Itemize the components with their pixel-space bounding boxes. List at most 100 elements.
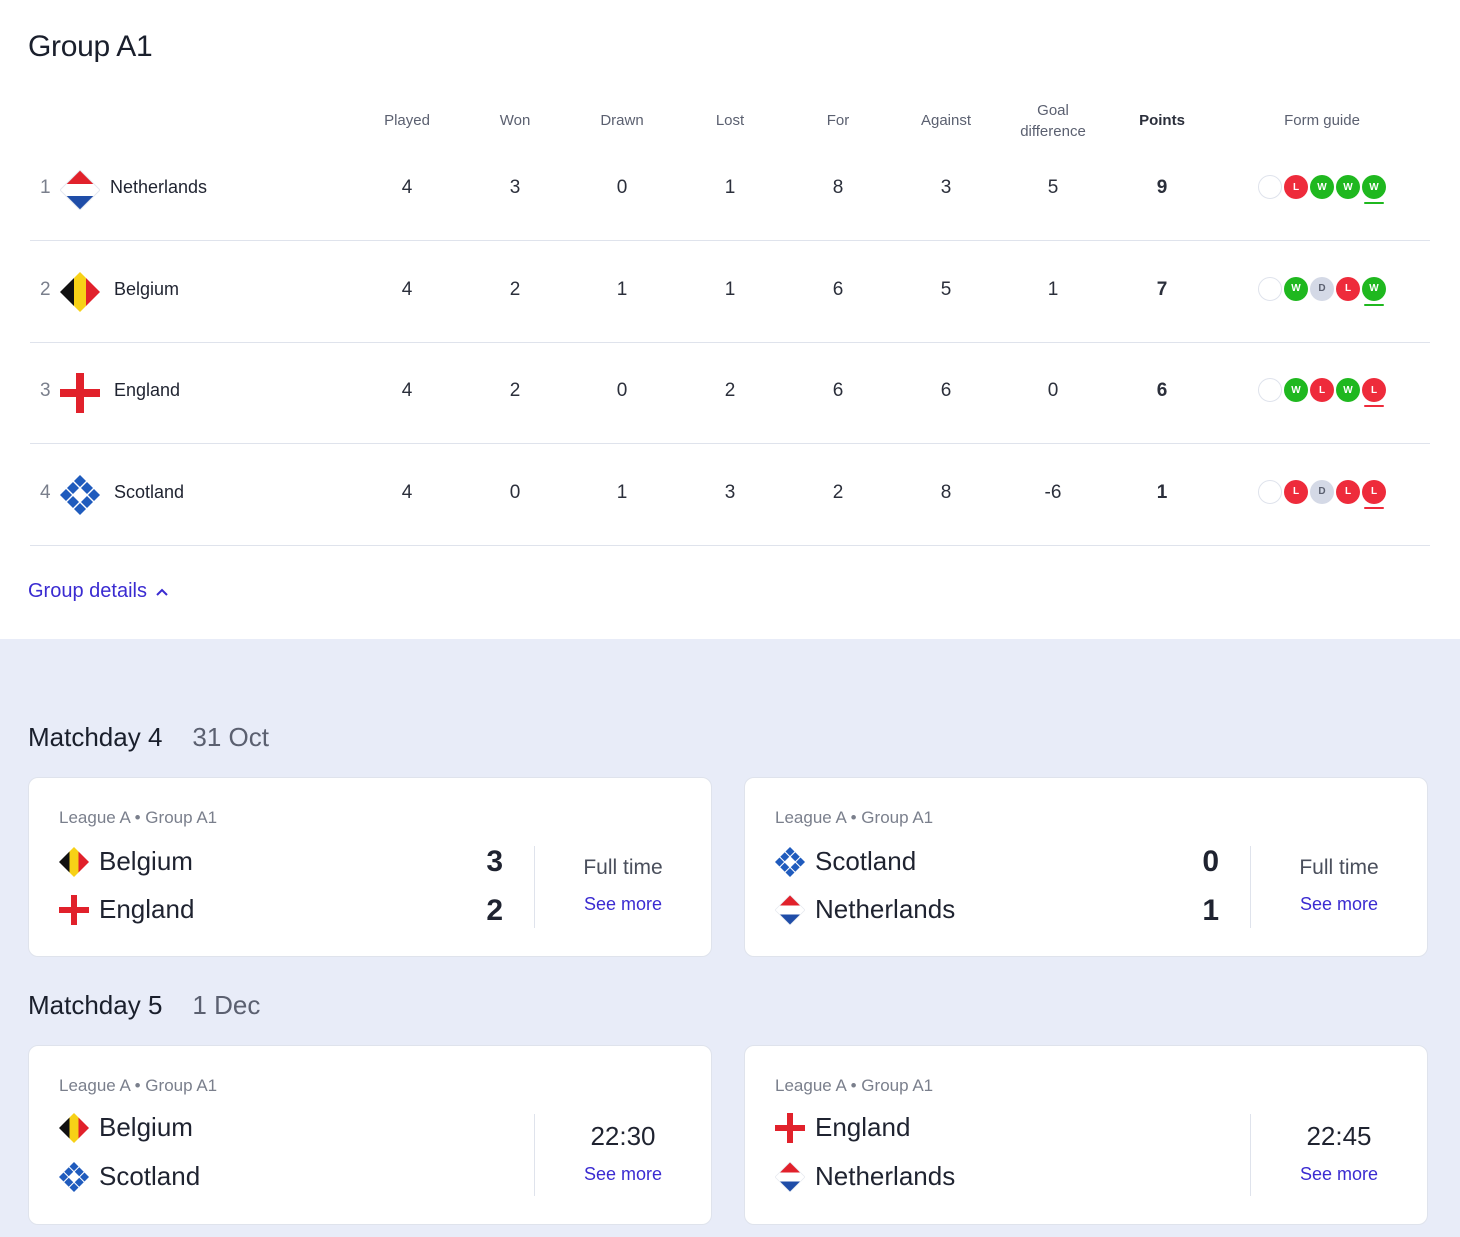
divider xyxy=(534,846,535,928)
match-status: Full time xyxy=(583,856,663,879)
away-team-name: Netherlands xyxy=(815,894,956,924)
cell-drawn: 0 xyxy=(616,177,628,198)
home-team-name: Belgium xyxy=(99,1112,193,1142)
table-row[interactable]: 2 Belgium 4 2 1 1 6 5 1 7 W D L W xyxy=(30,242,1430,343)
home-team: Belgium xyxy=(59,846,193,877)
cell-gd: 5 xyxy=(1047,177,1059,198)
cell-for: 8 xyxy=(832,177,844,198)
form-result: W xyxy=(1284,276,1308,301)
see-more-link[interactable]: See more xyxy=(583,1164,663,1184)
cell-against: 6 xyxy=(940,380,952,401)
cell-drawn: 0 xyxy=(616,380,628,401)
away-score: 2 xyxy=(486,894,503,927)
match-card[interactable]: League A • Group A1 England Netherlands … xyxy=(744,1045,1428,1225)
netherlands-flag-icon xyxy=(775,1162,805,1192)
home-score: 3 xyxy=(486,845,503,878)
table-row[interactable]: 4 Scotland 4 0 1 3 2 8 -6 1 L D L L xyxy=(30,445,1430,546)
divider xyxy=(534,1114,535,1196)
netherlands-flag-icon xyxy=(60,170,100,210)
cell-drawn: 1 xyxy=(616,481,628,503)
matchday-label: Matchday 4 xyxy=(28,722,163,752)
cell-played: 4 xyxy=(401,380,413,401)
cell-for: 2 xyxy=(832,481,844,503)
matchday-label: Matchday 5 xyxy=(28,990,163,1020)
group-details-label: Group details xyxy=(28,580,147,602)
cell-for: 6 xyxy=(832,278,844,300)
home-score: 0 xyxy=(1202,845,1219,878)
form-result: W xyxy=(1336,175,1360,199)
form-result: D xyxy=(1310,276,1334,301)
form-result: W xyxy=(1336,378,1360,402)
divider xyxy=(1250,846,1251,928)
see-more-link[interactable]: See more xyxy=(583,894,663,914)
col-for: For xyxy=(826,112,850,129)
see-more-link[interactable]: See more xyxy=(1299,1164,1379,1184)
cell-points: 6 xyxy=(1156,380,1168,401)
col-drawn: Drawn xyxy=(600,112,644,129)
match-meta: League A • Group A1 xyxy=(59,808,218,827)
cell-won: 0 xyxy=(509,481,521,503)
home-team-name: Scotland xyxy=(815,846,917,876)
team-name[interactable]: England xyxy=(114,380,181,400)
england-flag-icon xyxy=(775,1113,805,1143)
group-title: Group A1 xyxy=(28,30,153,63)
chevron-up-icon xyxy=(156,588,168,596)
form-result: L xyxy=(1336,276,1360,301)
form-result: W xyxy=(1310,175,1334,199)
team-name[interactable]: Scotland xyxy=(114,481,185,502)
col-played: Played xyxy=(384,112,430,129)
form-result: W xyxy=(1284,378,1308,402)
matchday-date: 31 Oct xyxy=(192,722,269,752)
cell-lost: 2 xyxy=(724,380,736,401)
home-team: Scotland xyxy=(775,846,916,877)
form-result: L xyxy=(1362,378,1386,407)
matchday-5-header: Matchday 5 1 Dec xyxy=(28,990,260,1021)
away-team: Netherlands xyxy=(775,894,955,925)
home-team-name: England xyxy=(815,1112,911,1142)
england-flag-icon xyxy=(59,895,89,925)
match-card[interactable]: League A • Group A1 Scotland Netherlands… xyxy=(744,777,1428,957)
position: 3 xyxy=(40,380,51,401)
see-more-link[interactable]: See more xyxy=(1299,894,1379,914)
home-team: England xyxy=(775,1112,910,1143)
match-meta: League A • Group A1 xyxy=(775,1076,934,1095)
match-card[interactable]: League A • Group A1 Belgium Scotland 22:… xyxy=(28,1045,712,1225)
group-standings: Group A1 Played Won Drawn Lost For Again… xyxy=(0,0,1460,639)
form-result: W xyxy=(1362,276,1386,306)
cell-played: 4 xyxy=(401,177,413,198)
divider xyxy=(1250,1114,1251,1196)
scotland-flag-icon xyxy=(59,1162,89,1192)
away-team-name: England xyxy=(99,894,195,924)
away-score: 1 xyxy=(1202,894,1219,927)
home-team: Belgium xyxy=(59,1112,193,1143)
match-status: Full time xyxy=(1299,856,1379,879)
away-team-name: Netherlands xyxy=(815,1161,956,1191)
cell-against: 8 xyxy=(940,481,952,503)
match-card[interactable]: League A • Group A1 Belgium England 3 2 … xyxy=(28,777,712,957)
team-name[interactable]: Netherlands xyxy=(110,177,208,197)
cell-against: 3 xyxy=(940,177,952,198)
cell-gd: 1 xyxy=(1047,278,1059,300)
col-gd-line1: Goal xyxy=(1037,102,1069,119)
matchday-date: 1 Dec xyxy=(192,990,261,1020)
netherlands-flag-icon xyxy=(775,895,805,925)
form-placeholder xyxy=(1258,276,1282,301)
away-team: England xyxy=(59,894,194,925)
team-name[interactable]: Belgium xyxy=(114,278,180,299)
kickoff-time: 22:30 xyxy=(590,1121,656,1151)
cell-lost: 1 xyxy=(724,278,736,300)
home-team-name: Belgium xyxy=(99,846,193,876)
cell-for: 6 xyxy=(832,380,844,401)
group-details-toggle[interactable]: Group details xyxy=(28,580,169,603)
table-row[interactable]: 1 Netherlands 4 3 0 1 8 3 5 9 L W W W xyxy=(30,140,1430,241)
form-result: D xyxy=(1310,479,1334,504)
position: 4 xyxy=(40,481,51,503)
form-placeholder xyxy=(1258,479,1282,504)
table-row[interactable]: 3 England 4 2 0 2 6 6 0 6 W L W L xyxy=(30,343,1430,444)
cell-points: 9 xyxy=(1156,177,1168,198)
cell-against: 5 xyxy=(940,278,952,300)
belgium-flag-icon xyxy=(59,1113,89,1143)
col-goal-difference: Goal difference xyxy=(1020,100,1086,142)
cell-won: 2 xyxy=(509,278,521,300)
form-result: L xyxy=(1336,479,1360,504)
